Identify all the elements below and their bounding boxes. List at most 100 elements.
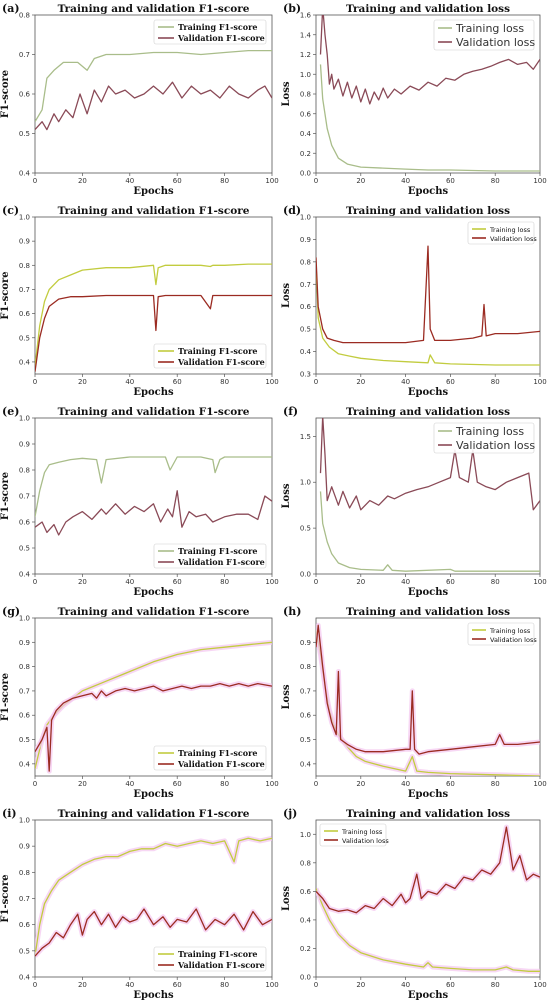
panel-c-series-1-line (35, 294, 272, 372)
panel-a-title: Training and validation F1-score (58, 3, 250, 15)
panel-h: (h) Training and validation loss 0.4 0.5 0.6… (281, 605, 547, 800)
panel-c-ytick-label: 0.9 (19, 238, 30, 246)
panel-i-label: (i) (2, 807, 17, 820)
panel-d: (d) Training and validation loss 0.3 0.4 0.5… (281, 204, 547, 398)
panel-e-xtick-label: 0 (33, 578, 37, 586)
panel-e-xlabel: Epochs (133, 587, 174, 598)
panel-b-label: (b) (283, 2, 301, 15)
panel-e-series-1-line (35, 490, 272, 536)
panel-i-xtick-label: 60 (173, 981, 182, 989)
panel-j-title: Training and validation loss (346, 808, 510, 820)
panel-a-series-1-line (35, 81, 272, 131)
panel-c-ytick-label: 0.7 (19, 286, 30, 294)
panel-a-legend-label-0: Training F1-score (178, 22, 257, 32)
panel-e-legend-label-0: Training F1-score (178, 546, 257, 556)
panel-h-legend-label-0: Training loss (489, 627, 531, 635)
panel-h-xtick-label: 40 (401, 780, 410, 788)
panel-d-ytick-label: 0.7 (300, 281, 311, 289)
panel-g-ytick-label: 0.9 (19, 639, 30, 647)
panel-b-title: Training and validation loss (346, 3, 510, 15)
panel-f-series-0-line (319, 491, 540, 572)
panel-e-ytick-label: 0.6 (19, 519, 31, 527)
panel-c-ytick-label: 0.5 (19, 334, 30, 342)
panel-b-ytick-label: 0.8 (300, 91, 311, 99)
panel-i-xtick-label: 100 (265, 981, 278, 989)
panel-d-ylabel: Loss (281, 283, 292, 308)
panel-j-xtick-label: 20 (356, 981, 365, 989)
panel-e-legend-box (153, 543, 267, 569)
panel-j-ytick-label: 1.0 (300, 831, 311, 839)
panel-d-ytick-label: 0.9 (300, 236, 311, 244)
panel-d-xlabel: Epochs (408, 387, 449, 398)
panel-d-legend-label-0: Training loss (489, 226, 531, 234)
panel-b-legend-label-0: Training loss (455, 22, 524, 35)
panel-b-xtick-label: 100 (533, 177, 546, 185)
panel-g-legend-box (153, 745, 267, 771)
panel-b-ytick-label: 1.4 (300, 31, 312, 39)
panel-i-ytick-label: 0.9 (19, 843, 30, 851)
panel-f-xtick-label: 40 (401, 578, 410, 586)
panel-h-series-1-line (316, 624, 540, 755)
panel-h-title: Training and validation loss (346, 606, 510, 618)
panel-e-ylabel: F1-score (0, 472, 11, 520)
panel-e-xtick-label: 20 (78, 578, 87, 586)
panel-c-ytick-label: 0.6 (19, 310, 31, 318)
panel-g-xlabel: Epochs (133, 789, 174, 800)
panel-d-xtick-label: 20 (356, 378, 365, 386)
panel-f-series-1-line (319, 418, 540, 511)
panel-j-ytick-label: 0.8 (300, 859, 311, 867)
panel-f-xtick-label: 20 (356, 578, 365, 586)
panel-j-xlabel: Epochs (408, 990, 449, 1001)
panel-i-xlabel: Epochs (133, 990, 174, 1001)
panel-e-xtick-label: 80 (220, 578, 229, 586)
panel-a-xtick-label: 80 (220, 177, 229, 185)
panel-d-xtick-label: 0 (314, 378, 318, 386)
panel-b-xtick-label: 40 (401, 177, 410, 185)
panel-c-ytick-label: 0.4 (19, 358, 31, 366)
panel-c-ytick-label: 1.0 (19, 214, 30, 222)
panel-j-legend-label-1: Validation loss (342, 837, 389, 845)
panel-g-label: (g) (2, 605, 20, 618)
panel-g-ylabel: F1-score (0, 673, 11, 721)
panel-g-ytick-label: 0.5 (19, 736, 30, 744)
panel-a-xtick-label: 0 (33, 177, 37, 185)
panel-a-legend-box (153, 19, 267, 45)
panel-a-ytick-label: 0.8 (19, 12, 30, 20)
panel-f-label: (f) (283, 405, 298, 418)
panel-d-ytick-label: 0.4 (300, 348, 312, 356)
panel-a-ytick-label: 0.6 (19, 91, 31, 99)
panel-e-label: (e) (2, 405, 19, 418)
panel-c-xtick-label: 60 (173, 378, 182, 386)
panel-c-ylabel: F1-score (0, 271, 11, 319)
panel-h-xtick-label: 20 (356, 780, 365, 788)
panel-h-xtick-label: 100 (533, 780, 546, 788)
panel-c-xtick-label: 100 (265, 378, 278, 386)
panel-h-label: (h) (283, 605, 301, 618)
panel-g-xtick-label: 40 (125, 780, 134, 788)
panel-j-ytick-label: 0.2 (300, 945, 311, 953)
panel-f-legend-label-1: Validation loss (456, 439, 535, 452)
panel-c-xtick-label: 80 (220, 378, 229, 386)
panel-d-xtick-label: 40 (401, 378, 410, 386)
panel-b-xtick-label: 80 (491, 177, 500, 185)
panel-d-xtick-label: 80 (491, 378, 500, 386)
panel-a-xtick-label: 40 (125, 177, 134, 185)
panel-b-series-0-line (319, 64, 540, 172)
panel-a-ylabel: F1-score (0, 70, 11, 118)
panel-i-ytick-label: 1.0 (19, 817, 30, 825)
panel-b-ytick-label: 1.0 (300, 71, 311, 79)
panel-h-ytick-label: 0.5 (300, 736, 311, 744)
panel-g-ytick-label: 0.8 (19, 663, 30, 671)
panel-f-legend-box (433, 422, 535, 454)
panel-e-title: Training and validation F1-score (58, 406, 250, 418)
panel-b: (b) Training and validation loss 0.0 0.2 0.4… (281, 2, 547, 197)
panel-i-xtick-label: 80 (220, 981, 229, 989)
panel-h-xtick-label: 60 (446, 780, 455, 788)
panel-g-xtick-label: 0 (33, 780, 37, 788)
panel-h-xtick-label: 0 (314, 780, 318, 788)
panel-j-xtick-label: 40 (401, 981, 410, 989)
